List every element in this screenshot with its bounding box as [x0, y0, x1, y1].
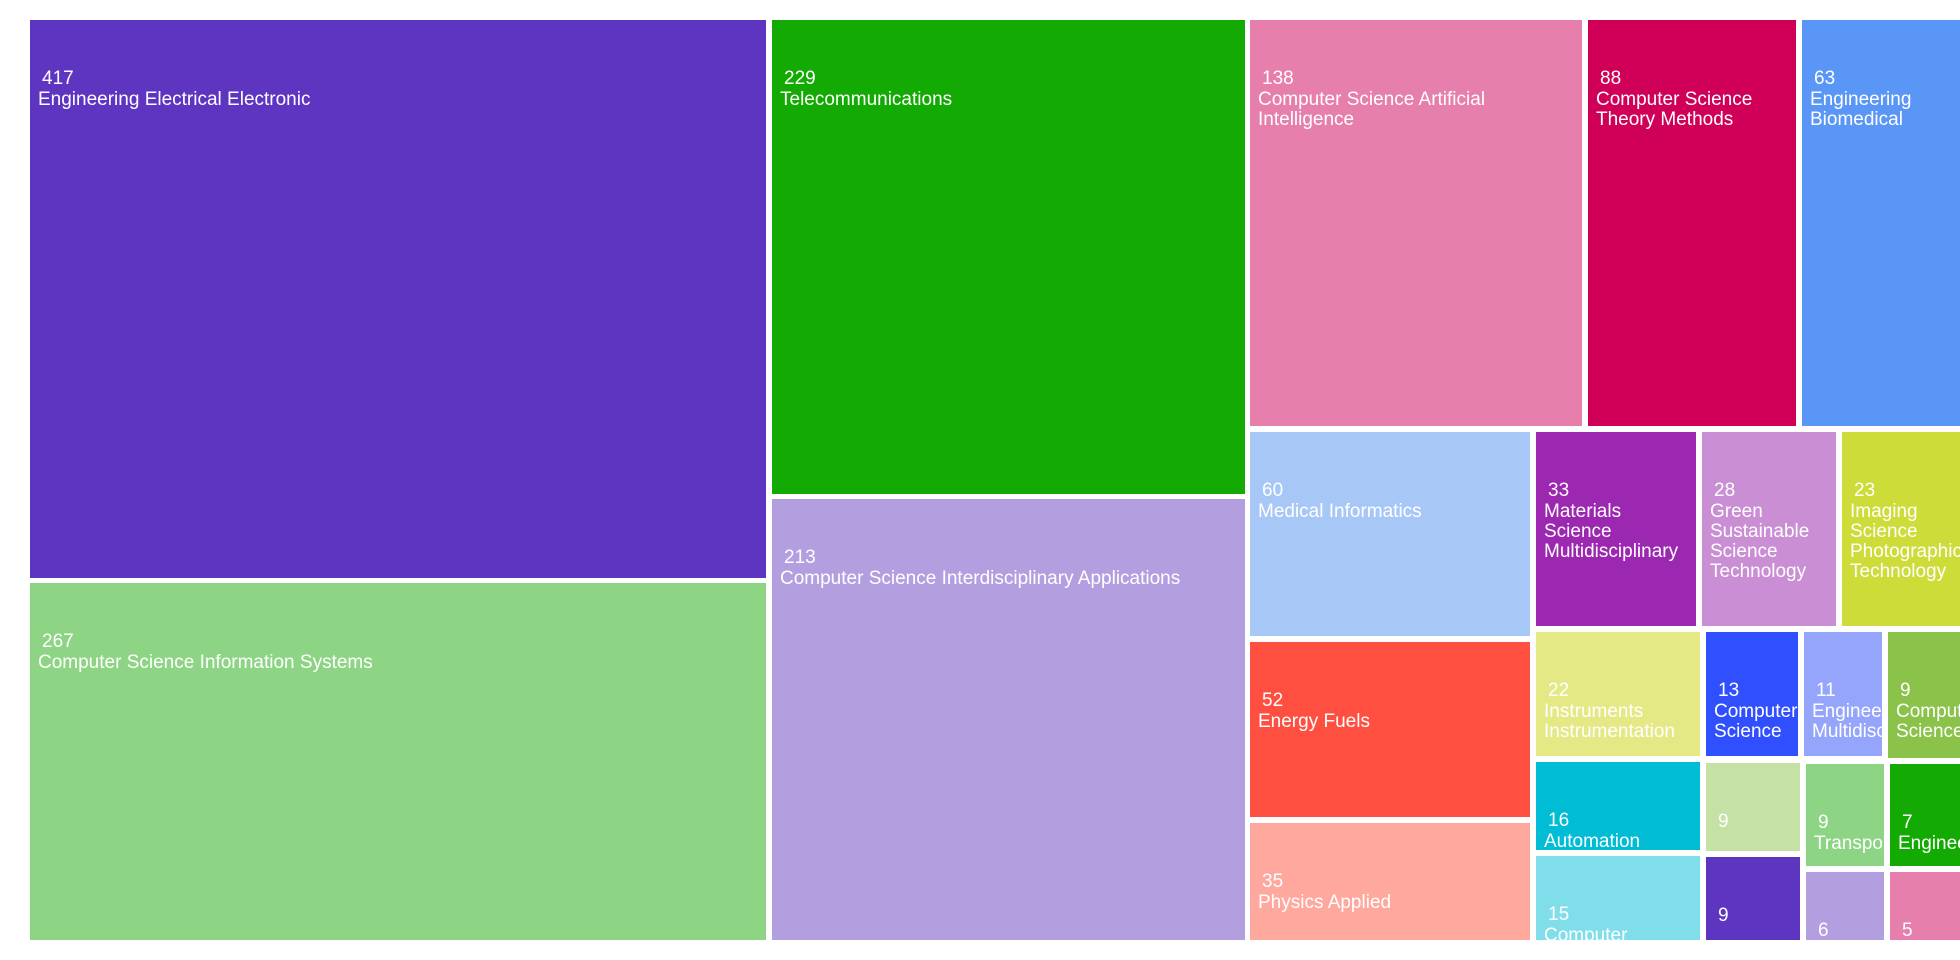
tile-label: Engineering [1898, 833, 1960, 854]
treemap-tile[interactable]: 229 Telecommunications [772, 20, 1245, 494]
tile-value: 138 [1262, 68, 1294, 89]
tile-label: Imaging Science Photographic Technology [1850, 501, 1960, 582]
tile-value: 13 [1718, 680, 1740, 701]
treemap-tile[interactable]: 60 Medical Informatics [1250, 432, 1530, 636]
tile-value: 6 [1818, 920, 1829, 940]
tile-label: Physics Applied [1258, 892, 1392, 913]
tile-value: 35 [1262, 871, 1284, 892]
tile-value: 229 [784, 68, 816, 89]
tile-label: Energy Fuels [1258, 711, 1370, 732]
tile-value: 5 [1902, 920, 1913, 940]
tile-value: 11 [1816, 680, 1836, 701]
tile-label: Telecommunications [780, 89, 953, 110]
tile-value: 213 [784, 547, 816, 568]
tile-label: Computer Science Artificial Intelligence [1258, 89, 1486, 130]
tile-label: Computer Science [1714, 701, 1798, 742]
tile-value: 417 [42, 68, 74, 89]
treemap-tile[interactable]: 35 Physics Applied [1250, 823, 1530, 940]
treemap-tile[interactable]: 9 [1706, 763, 1800, 851]
tile-value: 23 [1854, 480, 1876, 501]
tile-value: 28 [1714, 480, 1736, 501]
tile-value: 9 [1900, 680, 1911, 701]
treemap-tile[interactable]: 16 Automation [1536, 762, 1700, 850]
tile-value: 52 [1262, 690, 1284, 711]
treemap-tile[interactable]: 267 Computer Science Information Systems [30, 583, 766, 940]
treemap-tile[interactable]: 33 Materials Science Multidisciplinary [1536, 432, 1696, 626]
tile-label: Computer [1544, 925, 1628, 941]
tile-value: 60 [1262, 480, 1284, 501]
tile-label: Instruments Instrumentation [1544, 701, 1675, 742]
tile-label: Computer Science Theory Methods [1596, 89, 1753, 130]
treemap-tile[interactable]: 213 Computer Science Interdisciplinary Ap… [772, 499, 1245, 940]
treemap-tile[interactable]: 9Computer Science [1888, 632, 1960, 758]
treemap-tile[interactable]: 52 Energy Fuels [1250, 642, 1530, 817]
treemap-tile[interactable]: 23 Imaging Science Photographic Technolog… [1842, 432, 1960, 626]
tile-value: 22 [1548, 680, 1570, 701]
tile-label: Medical Informatics [1258, 501, 1422, 522]
treemap-tile[interactable]: 5 [1890, 872, 1960, 940]
treemap-tile[interactable]: 63 Engineering Biomedical [1802, 20, 1960, 426]
tile-value: 63 [1814, 68, 1836, 89]
treemap-tile[interactable]: 11Engineering Multidisciplinary [1804, 632, 1882, 756]
tile-label: Computer Science [1896, 701, 1960, 742]
tile-label: Automation [1544, 831, 1641, 851]
treemap-tile[interactable]: 88 Computer Science Theory Methods [1588, 20, 1796, 426]
tile-value: 267 [42, 631, 74, 652]
tile-value: 7 [1902, 812, 1913, 833]
tile-value: 9 [1718, 811, 1729, 832]
tile-label: Materials Science Multidisciplinary [1544, 501, 1679, 562]
treemap-tile[interactable]: 138 Computer Science Artificial Intellige… [1250, 20, 1582, 426]
treemap-tile[interactable]: 13 Computer Science [1706, 632, 1798, 756]
tile-label: Green Sustainable Science Technology [1710, 501, 1810, 582]
tile-label: Engineering Multidisciplinary [1812, 701, 1882, 742]
treemap-tile[interactable]: 28 Green Sustainable Science Technology [1702, 432, 1836, 626]
tile-label: Engineering Electrical Electronic [38, 89, 311, 110]
treemap-tile[interactable]: 9 [1706, 857, 1800, 940]
tile-value: 33 [1548, 480, 1570, 501]
tile-value: 88 [1600, 68, 1622, 89]
tile-value: 9 [1818, 812, 1829, 833]
treemap-tile[interactable]: 15 Computer [1536, 856, 1700, 940]
tile-value: 9 [1718, 905, 1729, 926]
tile-label: Computer Science Interdisciplinary Appli… [780, 568, 1181, 589]
tile-label: Transportation [1814, 833, 1884, 854]
tile-value: 15 [1548, 904, 1570, 925]
treemap-tile[interactable]: 22 Instruments Instrumentation [1536, 632, 1700, 756]
treemap-tile[interactable]: 6 [1806, 872, 1884, 940]
tile-label: Engineering Biomedical [1810, 89, 1912, 130]
treemap-tile[interactable]: 417 Engineering Electrical Electronic [30, 20, 766, 578]
treemap-tile[interactable]: 9Transportation [1806, 764, 1884, 866]
tile-value: 16 [1548, 810, 1570, 831]
tile-label: Computer Science Information Systems [38, 652, 373, 673]
